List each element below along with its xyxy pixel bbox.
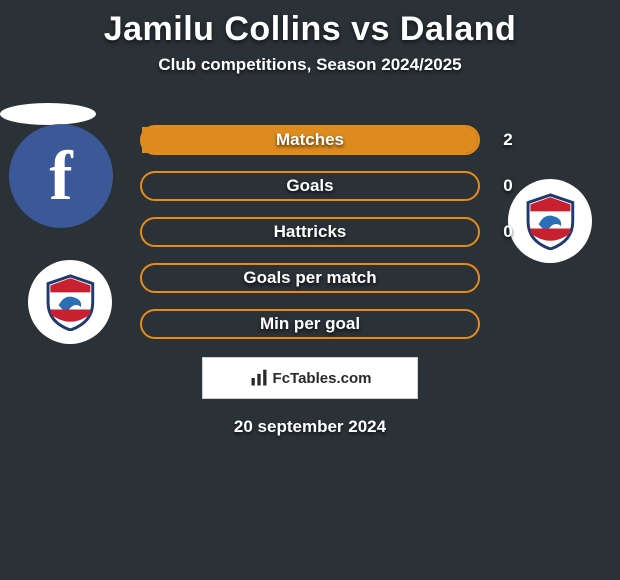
stat-row: Matches2 xyxy=(140,125,480,155)
stat-row: Hattricks0 xyxy=(140,217,480,247)
top-right-oval xyxy=(0,103,96,125)
stat-value-right: 0 xyxy=(488,222,528,242)
subtitle: Club competitions, Season 2024/2025 xyxy=(0,55,620,103)
stat-row: Goals0 xyxy=(140,171,480,201)
stat-row: Min per goal xyxy=(140,309,480,339)
stat-value-right: 2 xyxy=(488,130,528,150)
brand-text: FcTables.com xyxy=(273,370,372,387)
stat-label: Matches xyxy=(142,127,478,153)
bar-chart-icon xyxy=(249,368,269,388)
stat-value-right: 0 xyxy=(488,176,528,196)
brand-badge-inner: FcTables.com xyxy=(202,357,418,399)
stat-label: Min per goal xyxy=(142,311,478,337)
brand-badge: FcTables.com xyxy=(0,357,620,399)
stat-label: Goals xyxy=(142,173,478,199)
stat-row: Goals per match xyxy=(140,263,480,293)
stat-label: Hattricks xyxy=(142,219,478,245)
page-title: Jamilu Collins vs Daland xyxy=(0,0,620,55)
stats-list: Matches2Goals0Hattricks0Goals per matchM… xyxy=(0,125,620,339)
date-text: 20 september 2024 xyxy=(0,417,620,437)
stat-label: Goals per match xyxy=(142,265,478,291)
